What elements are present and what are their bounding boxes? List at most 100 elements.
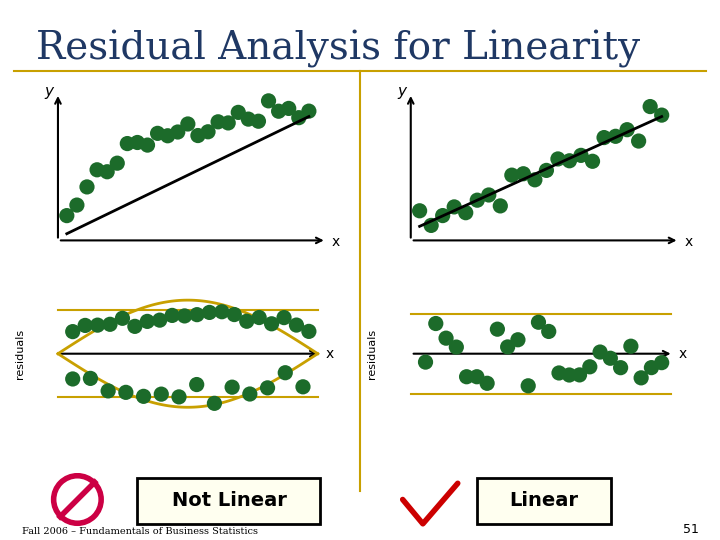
Point — [584, 362, 595, 371]
Point — [430, 319, 441, 328]
Point — [102, 167, 113, 176]
Point — [132, 138, 143, 147]
Point — [587, 157, 598, 166]
Point — [92, 321, 104, 329]
Point — [656, 359, 667, 367]
Point — [266, 320, 277, 328]
Point — [61, 211, 73, 220]
Point — [533, 318, 544, 327]
Text: 51: 51 — [683, 523, 698, 536]
Point — [293, 113, 305, 122]
Point — [179, 312, 190, 320]
Point — [297, 382, 309, 391]
Point — [91, 165, 103, 174]
Point — [81, 183, 93, 191]
Point — [303, 327, 315, 336]
Point — [244, 390, 256, 399]
Point — [191, 380, 202, 389]
Point — [129, 322, 140, 330]
Point — [291, 321, 302, 329]
Point — [594, 348, 606, 356]
Point — [552, 154, 564, 163]
Point — [529, 176, 541, 184]
Point — [241, 317, 253, 326]
Text: Not Linear: Not Linear — [171, 491, 287, 510]
Text: residuals: residuals — [14, 329, 24, 379]
Point — [226, 383, 238, 391]
Point — [122, 139, 133, 148]
Point — [222, 119, 234, 127]
Point — [162, 131, 174, 140]
Point — [209, 399, 220, 408]
Point — [228, 310, 240, 319]
Point — [656, 111, 667, 119]
Text: Fall 2006 – Fundamentals of Business Statistics: Fall 2006 – Fundamentals of Business Sta… — [22, 526, 258, 536]
Point — [172, 127, 184, 136]
Point — [263, 97, 274, 105]
Point — [633, 137, 644, 145]
Point — [495, 201, 506, 210]
Point — [460, 208, 472, 217]
Point — [79, 321, 91, 330]
Point — [605, 354, 616, 362]
Point — [518, 170, 529, 178]
Text: x: x — [678, 347, 686, 361]
Point — [174, 393, 185, 401]
Point — [262, 383, 274, 392]
Point — [152, 129, 163, 138]
Point — [644, 102, 656, 111]
Point — [414, 206, 426, 215]
Point — [420, 358, 431, 367]
Point — [441, 334, 452, 342]
Point — [104, 320, 116, 329]
Point — [461, 373, 472, 381]
Point — [212, 118, 224, 126]
Point — [472, 196, 483, 205]
Point — [120, 388, 132, 397]
Point — [482, 379, 493, 388]
Point — [502, 342, 513, 351]
Point — [506, 171, 518, 179]
Point — [253, 313, 265, 322]
Point — [492, 325, 503, 334]
Text: y: y — [397, 84, 406, 99]
Point — [166, 311, 178, 320]
Point — [635, 374, 647, 382]
Point — [541, 166, 552, 175]
Point — [67, 327, 78, 336]
Point — [543, 327, 554, 336]
Point — [67, 375, 78, 383]
Text: x: x — [325, 347, 333, 361]
Text: Linear: Linear — [509, 491, 578, 510]
Text: x: x — [331, 235, 340, 249]
Point — [278, 313, 289, 322]
Point — [71, 201, 83, 210]
Point — [483, 191, 495, 199]
Point — [117, 314, 128, 322]
Point — [646, 363, 657, 372]
Point — [574, 370, 585, 379]
Point — [192, 131, 204, 140]
Point — [156, 390, 167, 399]
Point — [204, 308, 215, 317]
Point — [471, 373, 482, 381]
Point — [621, 125, 633, 134]
Text: y: y — [45, 84, 53, 99]
Point — [253, 117, 264, 125]
Point — [564, 370, 575, 379]
Point — [216, 307, 228, 316]
Point — [615, 363, 626, 372]
Point — [303, 107, 315, 116]
Point — [233, 108, 244, 117]
Text: residuals: residuals — [367, 329, 377, 379]
Point — [553, 369, 564, 377]
Point — [182, 120, 194, 129]
Point — [243, 115, 254, 124]
Point — [192, 310, 203, 319]
Point — [437, 211, 449, 220]
Point — [102, 387, 114, 395]
Point — [451, 343, 462, 352]
Point — [142, 317, 153, 326]
Point — [426, 221, 437, 230]
Point — [142, 141, 153, 150]
